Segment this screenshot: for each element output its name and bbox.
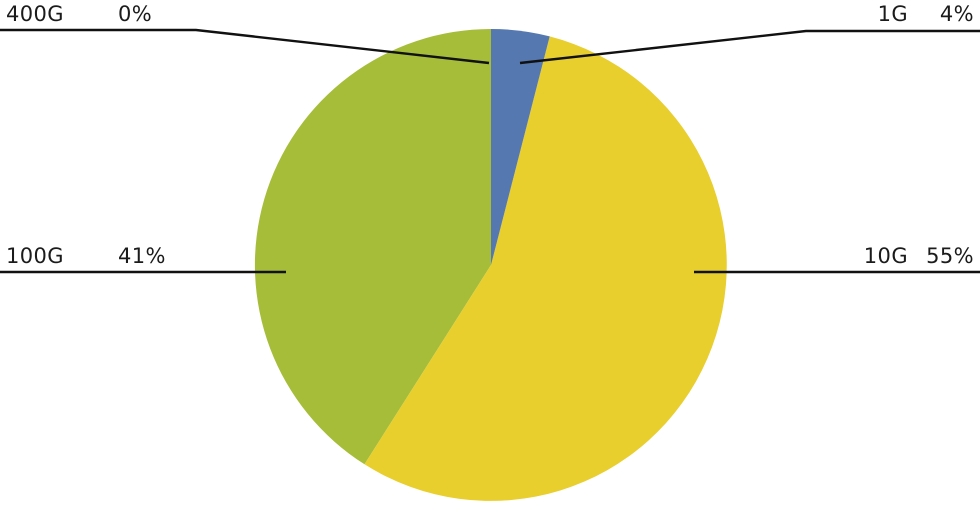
pie-slice-100g[interactable] xyxy=(254,28,491,465)
pie-slice-1g[interactable] xyxy=(491,28,550,266)
callout-label-100g-percent: 41% xyxy=(118,244,166,268)
callout-label-10g-name: 10G xyxy=(863,244,908,268)
leader-line-1g xyxy=(519,29,980,65)
callout-label-10g: 10G 55% xyxy=(796,244,974,268)
callout-label-400g-percent: 0% xyxy=(118,2,153,26)
callout-label-100g-name: 100G xyxy=(6,244,64,268)
callout-label-100g: 100G 41% xyxy=(6,244,178,268)
callout-label-400g: 400G 0% xyxy=(6,2,178,26)
callout-label-1g: 1G 4% xyxy=(796,2,974,26)
pie-slice-10g[interactable] xyxy=(364,36,727,501)
callout-label-400g-name: 400G xyxy=(6,2,64,26)
callout-label-10g-percent: 55% xyxy=(926,244,974,268)
callout-label-1g-percent: 4% xyxy=(939,2,974,26)
callout-label-1g-name: 1G xyxy=(877,2,908,26)
leader-line-400g xyxy=(0,28,490,65)
